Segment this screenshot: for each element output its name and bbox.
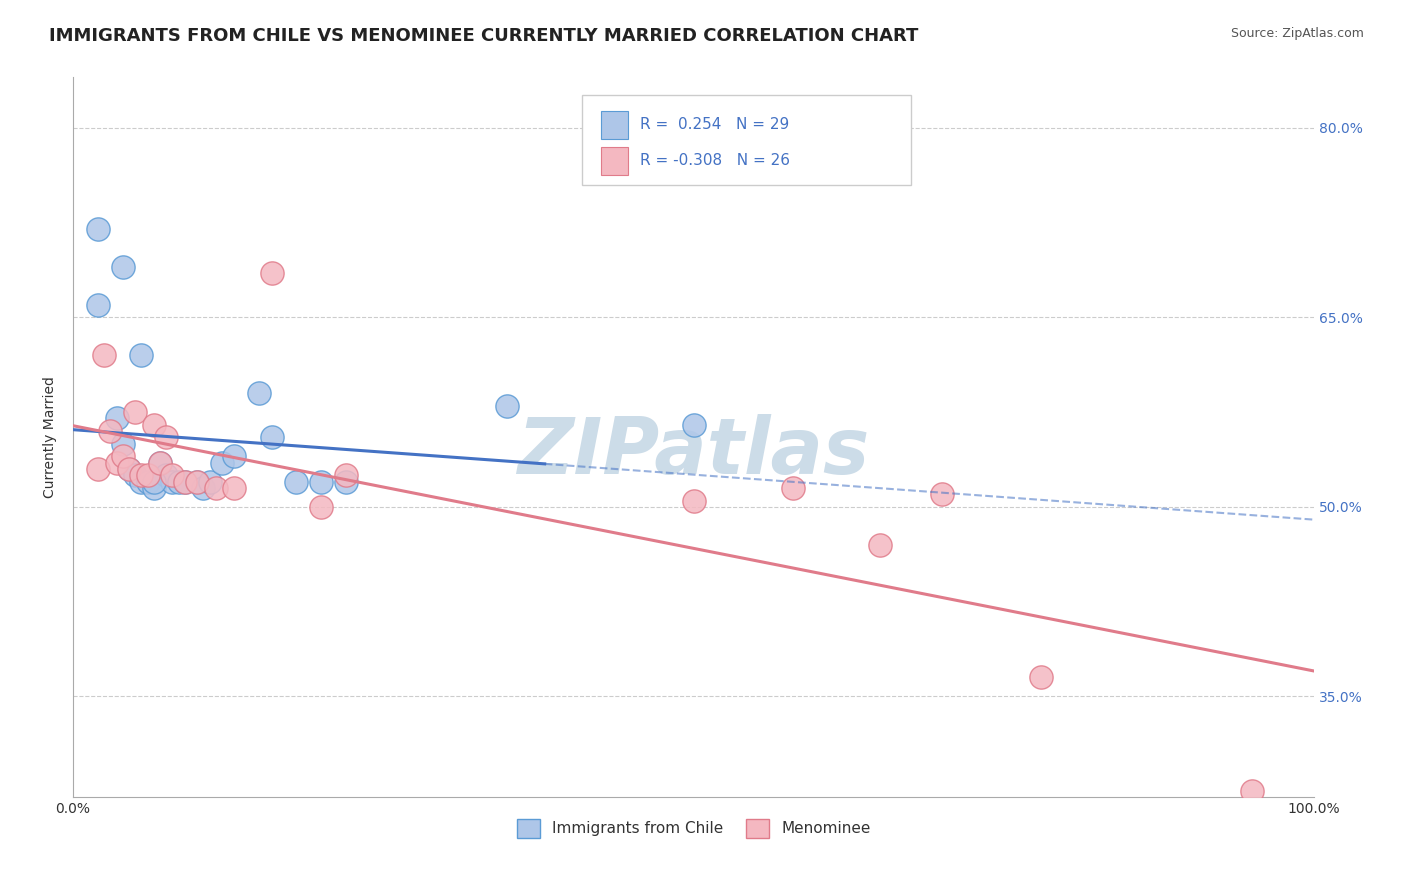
Point [87,222,110,236]
Point [198,475,221,489]
Point [111,450,134,464]
Point [142,417,165,432]
Point [87,462,110,476]
Point [124,468,146,483]
Point [131,468,153,483]
Point [131,475,153,489]
Point [131,348,153,362]
Point [155,430,177,444]
Point [136,468,159,483]
Point [1241,784,1264,798]
Point [1029,670,1052,684]
Point [118,462,141,476]
Point [869,538,891,552]
Point [167,475,190,489]
Point [162,468,184,483]
Point [311,500,333,514]
Point [204,481,226,495]
Point [87,298,110,312]
Point [211,456,233,470]
Point [149,456,172,470]
Point [335,468,357,483]
Point [782,481,804,495]
Point [682,493,704,508]
Point [193,481,215,495]
Point [93,348,115,362]
Point [111,260,134,274]
Point [105,456,128,470]
Point [496,399,519,413]
Point [247,386,270,401]
Bar [600,147,628,175]
Point [105,411,128,425]
Point [142,475,165,489]
Point [260,266,283,280]
Point [260,430,283,444]
FancyBboxPatch shape [582,95,911,186]
Point [335,475,357,489]
Point [224,450,246,464]
Point [142,481,165,495]
Text: Source: ZipAtlas.com: Source: ZipAtlas.com [1230,27,1364,40]
Point [149,456,172,470]
Point [118,462,141,476]
Text: ZIPatlas: ZIPatlas [517,414,870,490]
Point [682,417,704,432]
Point [98,424,121,438]
Text: IMMIGRANTS FROM CHILE VS MENOMINEE CURRENTLY MARRIED CORRELATION CHART: IMMIGRANTS FROM CHILE VS MENOMINEE CURRE… [49,27,918,45]
Bar [600,112,628,138]
Point [931,487,953,501]
Point [111,436,134,450]
Point [186,475,208,489]
Point [224,481,246,495]
Point [162,475,184,489]
Point [285,475,308,489]
Legend: Immigrants from Chile, Menominee: Immigrants from Chile, Menominee [510,813,876,844]
Text: R = -0.308   N = 26: R = -0.308 N = 26 [640,153,790,169]
Point [155,468,177,483]
Point [173,475,195,489]
Point [136,475,159,489]
Text: R =  0.254   N = 29: R = 0.254 N = 29 [640,118,790,132]
Point [124,405,146,419]
Point [311,475,333,489]
Point [186,475,208,489]
Y-axis label: Currently Married: Currently Married [44,376,58,499]
Point [173,475,195,489]
